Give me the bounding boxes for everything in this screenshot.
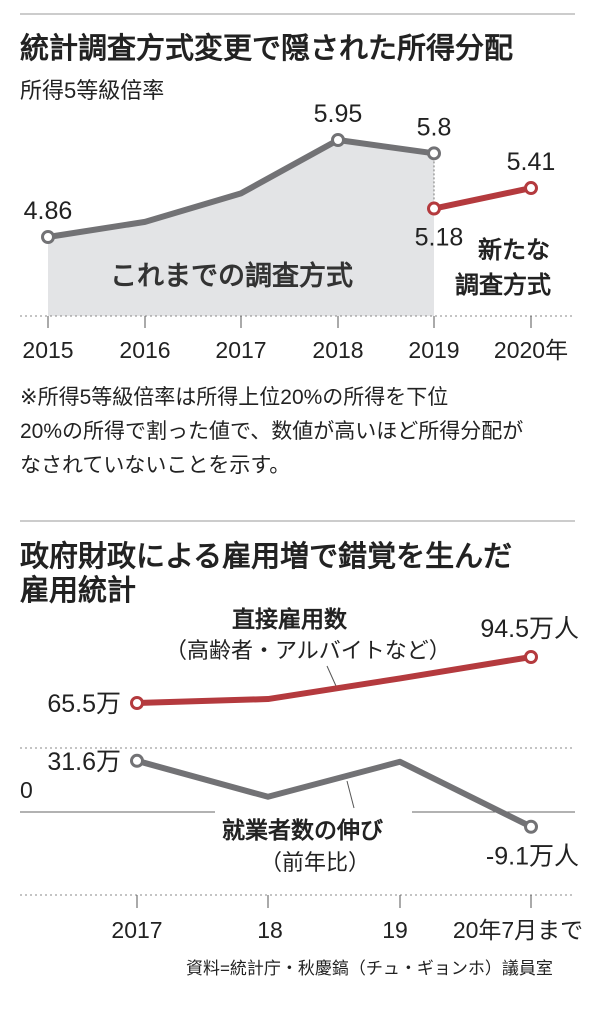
series-new-label-1: 新たな: [478, 236, 550, 264]
note-line-3: なされていないことを示す。: [20, 454, 290, 477]
chart1-subtitle: 所得5等級倍率: [20, 78, 164, 103]
x-tick-label: 2016: [119, 337, 170, 363]
employment-growth-point: [524, 819, 538, 834]
x-tick-label: 20年7月まで: [453, 917, 583, 943]
direct-employment-data-label: 65.5万: [47, 690, 121, 718]
employment-growth-point: [130, 753, 144, 768]
old-method-line: [47, 136, 435, 240]
direct-employment-line: [136, 654, 532, 706]
leader-line: [346, 780, 355, 809]
zero-label: 0: [20, 777, 33, 803]
direct-employment-point: [130, 696, 144, 710]
employment-growth-data-label: 31.6万: [47, 748, 121, 776]
chart1-title: 統計調査方式変更で隠された所得分配: [20, 31, 513, 65]
new-method-point: [524, 181, 538, 196]
x-tick-label: 18: [257, 917, 283, 943]
x-tick-label: 2015: [22, 337, 73, 363]
x-tick-label: 2018: [312, 337, 363, 363]
employment-growth-data-label: -9.1万人: [486, 843, 579, 871]
old-method-data-label: 4.86: [24, 197, 73, 225]
chart1-plot: 2015 2016 2017 2018 2019 2020年 4.86 5.95 5.8 5.18…: [20, 100, 575, 363]
leader-line: [326, 665, 337, 687]
old-method-data-label: 5.95: [314, 100, 363, 128]
old-method-area: [48, 139, 434, 316]
source-note: 資料=統計庁・秋慶鎬（チュ・ギョンホ）議員室: [186, 959, 553, 978]
x-tick-label: 2017: [215, 337, 266, 363]
old-method-point: [41, 230, 55, 244]
new-method-line: [433, 185, 532, 212]
x-tick-label: 2017: [111, 917, 162, 943]
series-direct-label: 直接雇用数: [232, 606, 348, 632]
new-method-data-label: 5.41: [507, 148, 556, 176]
chart2-plot: 2017 18 19 20年7月まで 65.5万 94.5万人 31.6万 -9.1万人: [20, 615, 583, 943]
series-employment-label: 就業者数の伸び: [222, 817, 383, 843]
x-tick-label: 2020年: [494, 337, 568, 363]
employment-growth-line: [136, 757, 533, 830]
x-tick-label: 19: [382, 917, 408, 943]
note-line-1: ※所得5等級倍率は所得上位20%の所得を下位: [20, 386, 448, 409]
new-method-point: [427, 201, 441, 216]
x-tick-label: 2019: [408, 337, 459, 363]
chart2-title-1: 政府財政による雇用増で錯覚を生んだ: [20, 539, 512, 573]
series-old-label: これまでの調査方式: [110, 260, 353, 291]
series-new-label-2: 調査方式: [455, 271, 551, 299]
new-method-data-label: 5.18: [415, 224, 464, 252]
direct-employment-point: [524, 650, 538, 665]
note-line-2: 20%の所得で割った値で、数値が高いほど所得分配が: [20, 420, 523, 443]
old-method-point: [427, 146, 441, 161]
direct-employment-data-label: 94.5万人: [480, 615, 579, 643]
chart2-title-2: 雇用統計: [20, 573, 136, 607]
old-method-data-label: 5.8: [417, 113, 452, 141]
series-direct-sublabel: （高齢者・アルバイトなど）: [165, 638, 451, 663]
series-employment-sublabel: （前年比）: [260, 850, 370, 875]
old-method-point: [331, 132, 345, 147]
